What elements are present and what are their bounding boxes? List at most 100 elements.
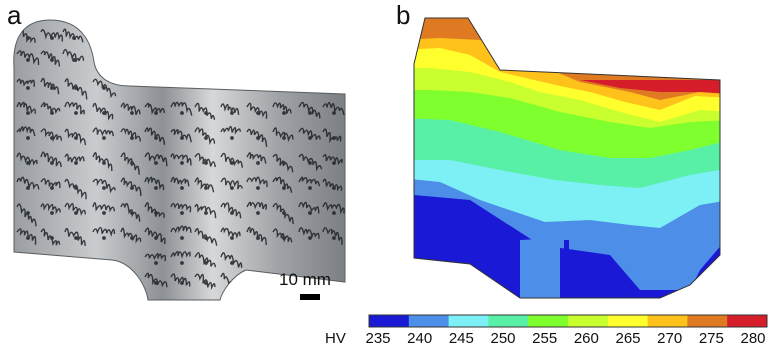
handwritten-mark — [322, 154, 343, 166]
indent-mark — [102, 136, 106, 140]
colorbar-swatch — [408, 315, 450, 327]
indent-mark — [74, 111, 78, 115]
indent-mark — [74, 211, 78, 215]
indent-mark — [282, 161, 286, 165]
handwritten-mark — [194, 228, 218, 246]
indent-mark — [180, 281, 184, 285]
indent-mark — [26, 58, 30, 62]
handwritten-mark — [92, 102, 114, 121]
indent-mark — [180, 136, 184, 140]
handwritten-mark — [194, 127, 216, 146]
handwritten-mark — [220, 103, 240, 115]
indent-mark — [154, 136, 158, 140]
handwritten-mark — [170, 176, 190, 187]
indent-mark — [204, 281, 208, 285]
handwritten-mark — [62, 48, 85, 63]
handwritten-mark — [92, 78, 117, 99]
handwritten-mark — [322, 178, 343, 192]
colorbar-swatch — [528, 315, 569, 327]
handwritten-mark — [40, 29, 64, 42]
handwritten-mark — [16, 126, 36, 137]
indent-mark — [154, 161, 158, 165]
indent-mark — [230, 136, 234, 140]
handwritten-mark — [220, 125, 241, 135]
handwritten-mark — [144, 252, 167, 262]
panel-label-a: a — [7, 0, 22, 30]
indent-mark — [130, 161, 134, 165]
indent-mark — [102, 111, 106, 115]
indent-mark — [230, 236, 234, 240]
handwritten-mark — [194, 177, 215, 193]
indent-mark — [26, 211, 30, 215]
handwritten-mark — [272, 228, 293, 243]
colorbar-swatch — [448, 315, 489, 327]
handwritten-mark — [16, 152, 38, 166]
indent-mark — [204, 236, 208, 240]
handwritten-mark — [144, 127, 166, 145]
indent-mark — [102, 236, 106, 240]
indent-mark — [154, 186, 158, 190]
indent-mark — [230, 211, 234, 215]
handwritten-mark — [92, 127, 114, 137]
handwritten-mark — [92, 152, 113, 172]
indent-mark — [130, 236, 134, 240]
handwritten-mark — [40, 228, 61, 246]
indent-mark — [256, 211, 260, 215]
indent-mark — [256, 161, 260, 165]
handwritten-mark — [220, 177, 243, 190]
handwritten-mark — [170, 250, 191, 259]
indent-mark — [154, 111, 158, 115]
indent-mark — [230, 186, 234, 190]
indent-mark — [308, 111, 312, 115]
colorbar-tick-label: 280 — [740, 330, 766, 347]
colorbar-tick-label: 235 — [365, 330, 391, 347]
handwritten-mark — [64, 128, 87, 146]
indent-mark — [308, 136, 312, 140]
colorbar-swatch — [607, 315, 649, 327]
indent-mark — [332, 136, 336, 140]
colorbar-tick-label: 255 — [532, 330, 558, 347]
indent-mark — [72, 36, 76, 40]
indent-mark — [74, 186, 78, 190]
handwritten-mark — [144, 202, 165, 218]
handwritten-mark — [40, 77, 60, 95]
handwritten-mark — [40, 151, 62, 168]
indent-mark — [26, 36, 30, 40]
handwritten-mark — [194, 252, 217, 268]
indent-mark — [256, 236, 260, 240]
indent-mark — [204, 136, 208, 140]
indent-mark — [102, 161, 106, 165]
handwritten-mark — [120, 202, 141, 222]
handwritten-mark — [64, 78, 88, 100]
indent-mark — [230, 111, 234, 115]
indent-mark — [332, 211, 336, 215]
handwritten-mark — [194, 203, 217, 219]
handwritten-mark — [16, 50, 40, 66]
handwritten-mark — [170, 128, 192, 143]
indent-mark — [26, 186, 30, 190]
indent-mark — [256, 111, 260, 115]
handwritten-mark — [64, 153, 85, 164]
handwritten-mark — [16, 176, 40, 190]
handwritten-mark — [194, 102, 216, 120]
indent-mark — [154, 261, 158, 265]
handwritten-mark — [170, 202, 192, 213]
handwritten-mark — [220, 227, 241, 239]
handwritten-mark — [298, 227, 320, 239]
handwritten-mark — [246, 201, 268, 212]
indent-mark — [204, 161, 208, 165]
handwritten-mark — [120, 227, 142, 244]
handwritten-mark — [298, 101, 321, 119]
handwritten-mark — [322, 101, 345, 116]
indent-mark — [308, 211, 312, 215]
indent-mark — [102, 186, 106, 190]
handwritten-mark — [272, 127, 294, 142]
indent-mark — [102, 86, 106, 90]
handwritten-mark — [64, 202, 86, 216]
handwritten-mark — [246, 102, 268, 119]
map-outline — [413, 17, 721, 299]
handwritten-mark — [40, 102, 61, 115]
indent-mark — [154, 236, 158, 240]
